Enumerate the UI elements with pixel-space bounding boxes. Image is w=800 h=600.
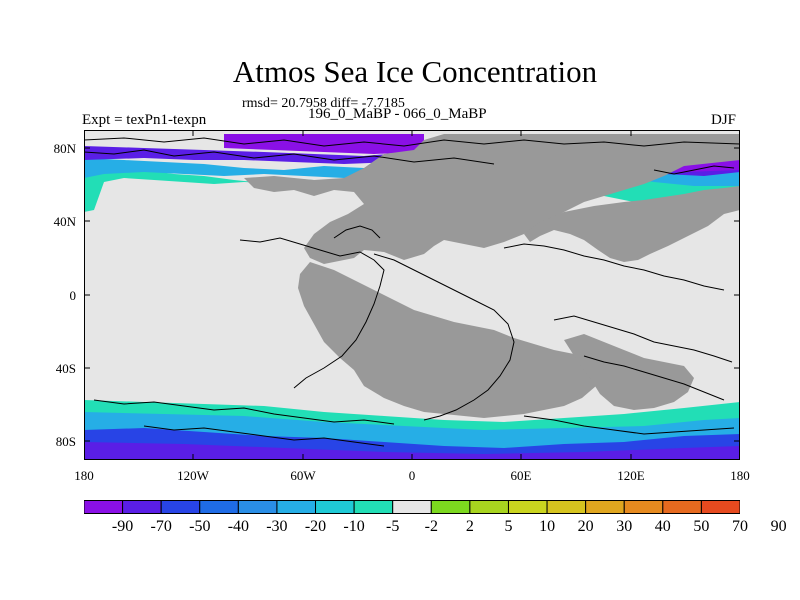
colorbar-label: 30 xyxy=(616,518,633,535)
colorbar-box xyxy=(585,500,625,514)
colorbar-label: -30 xyxy=(266,518,288,535)
map-title: Atmos Sea Ice Concentration xyxy=(232,54,598,89)
lat-label-40s: 40S xyxy=(55,361,76,376)
colorbar-label: 40 xyxy=(654,518,671,535)
axis-ticks xyxy=(84,130,740,460)
colorbar-label: -5 xyxy=(386,518,400,535)
northern-continent xyxy=(244,134,740,264)
season-label: DJF xyxy=(711,112,737,128)
lat-label-0: 0 xyxy=(69,288,77,303)
lon-label-60e: 60E xyxy=(510,468,532,483)
colorbar-box xyxy=(315,500,355,514)
colorbar-box xyxy=(160,500,201,514)
lon-label-180w: 180 xyxy=(74,468,94,483)
colorbar-box xyxy=(84,500,124,514)
colorbar-box xyxy=(430,500,471,514)
colorbar-box xyxy=(623,500,664,514)
colorbar-label: -70 xyxy=(150,518,172,535)
colorbar-label: -90 xyxy=(111,518,134,535)
colorbar-label: 70 xyxy=(732,518,748,535)
coastlines xyxy=(84,137,740,447)
lon-label-180e: 180 xyxy=(730,468,750,483)
land-masses xyxy=(244,134,740,418)
colorbar-label: -2 xyxy=(424,518,438,535)
colorbar-label: 50 xyxy=(693,518,710,535)
colorbar-label: 2 xyxy=(465,518,474,535)
south-ice-anomaly-violet xyxy=(84,442,740,460)
colorbar-box xyxy=(507,500,548,514)
colorbar-label: 10 xyxy=(539,518,556,535)
lon-label-120w: 120W xyxy=(177,468,209,483)
colorbar-label: 90 xyxy=(770,518,787,535)
southeast-landmass xyxy=(564,334,694,410)
eastern-landmass xyxy=(524,186,740,262)
lon-label-120e: 120E xyxy=(617,468,645,483)
lat-label-80n: 80N xyxy=(53,141,76,156)
lon-label-60w: 60W xyxy=(290,468,316,483)
lon-label-0: 0 xyxy=(408,468,416,483)
colorbar-label: -40 xyxy=(227,518,250,535)
lat-label-40n: 40N xyxy=(53,214,76,229)
stats-label: rmsd= 20.7958 diff= -7.7185 xyxy=(242,96,405,111)
colorbar-label: -10 xyxy=(343,518,365,535)
colorbar-box xyxy=(469,500,509,514)
colorbar-box xyxy=(392,500,432,514)
colorbar-box xyxy=(276,500,317,514)
colorbar-box xyxy=(122,500,162,514)
lat-label-80s: 80S xyxy=(55,434,76,449)
colorbar-label: 20 xyxy=(577,518,594,535)
colorbar-box xyxy=(662,500,702,514)
map-panel xyxy=(84,130,740,460)
colorbar-label: 5 xyxy=(504,518,513,535)
period-label: 196_0_MaBP - 066_0_MaBP xyxy=(308,106,487,122)
colorbar xyxy=(84,500,740,514)
colorbar-box xyxy=(199,500,239,514)
colorbar-box xyxy=(237,500,278,514)
colorbar-box xyxy=(353,500,394,514)
colorbar-label: -50 xyxy=(189,518,211,535)
experiment-label: Expt = texPn1-texpn xyxy=(82,112,207,128)
colorbar-label: -20 xyxy=(304,518,327,535)
colorbar-box xyxy=(700,500,740,514)
colorbar-box xyxy=(546,500,587,514)
